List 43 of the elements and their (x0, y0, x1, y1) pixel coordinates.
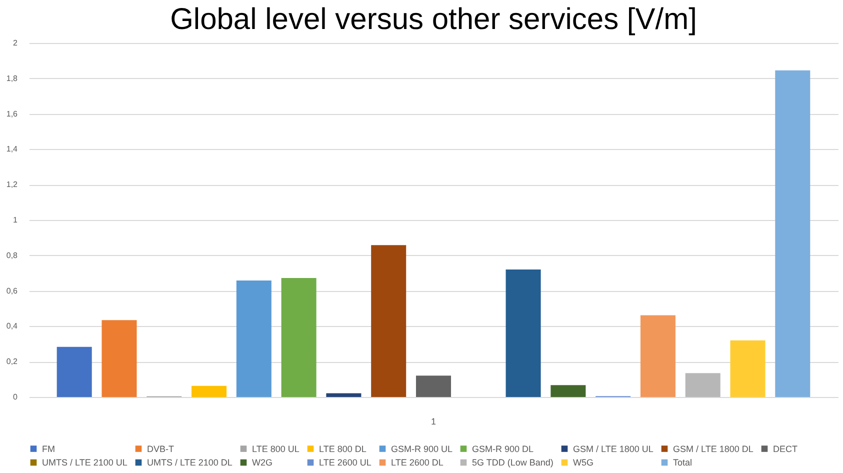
y-tick-label: 0,4 (6, 322, 18, 331)
legend-label: W2G (252, 458, 273, 468)
bar (102, 320, 137, 397)
bar (56, 346, 92, 397)
legend-label: GSM / LTE 1800 DL (673, 444, 754, 454)
legend-label: LTE 2600 UL (319, 458, 372, 468)
bar (192, 386, 227, 397)
bar (685, 373, 720, 397)
legend-label: Total (673, 458, 692, 468)
legend-label: LTE 800 DL (319, 444, 366, 454)
bar (550, 385, 586, 397)
legend-label: UMTS / LTE 2100 UL (42, 458, 128, 468)
y-tick-label: 1,6 (6, 109, 18, 118)
legend-label: W5G (573, 458, 594, 468)
legend-label: 5G TDD (Low Band) (472, 458, 554, 468)
y-tick-label: 0,2 (6, 357, 18, 366)
y-tick-label: 0,8 (6, 250, 18, 260)
y-tick-label: 1,4 (6, 144, 18, 154)
legend-label: UMTS / LTE 2100 DL (147, 458, 232, 468)
y-tick-label: 2 (13, 38, 18, 48)
legend-label: GSM-R 900 DL (472, 444, 534, 454)
bar (640, 315, 676, 397)
y-tick-label: 0,6 (6, 286, 18, 296)
legend-label: FM (42, 444, 55, 454)
bar (236, 280, 272, 397)
y-tick-label: 1 (13, 216, 18, 224)
bar (775, 70, 810, 397)
bar (730, 340, 766, 397)
legend-label: LTE 2600 DL (391, 458, 444, 468)
chart-title: Global level versus other services [V/m] (170, 3, 697, 36)
bar (281, 278, 316, 397)
y-tick-label: 1,2 (6, 180, 18, 190)
legend-label: DVB-T (147, 444, 174, 454)
legend-label: DECT (773, 444, 798, 454)
y-tick-label: 0 (13, 392, 18, 402)
y-tick-label: 1,8 (6, 74, 18, 83)
bar (416, 376, 452, 397)
bar (506, 270, 541, 397)
legend-label: LTE 800 UL (252, 444, 300, 454)
legend-label: GSM / LTE 1800 UL (573, 444, 654, 454)
bar (371, 245, 406, 397)
legend-label: GSM-R 900 UL (391, 444, 453, 454)
bar (326, 393, 362, 397)
